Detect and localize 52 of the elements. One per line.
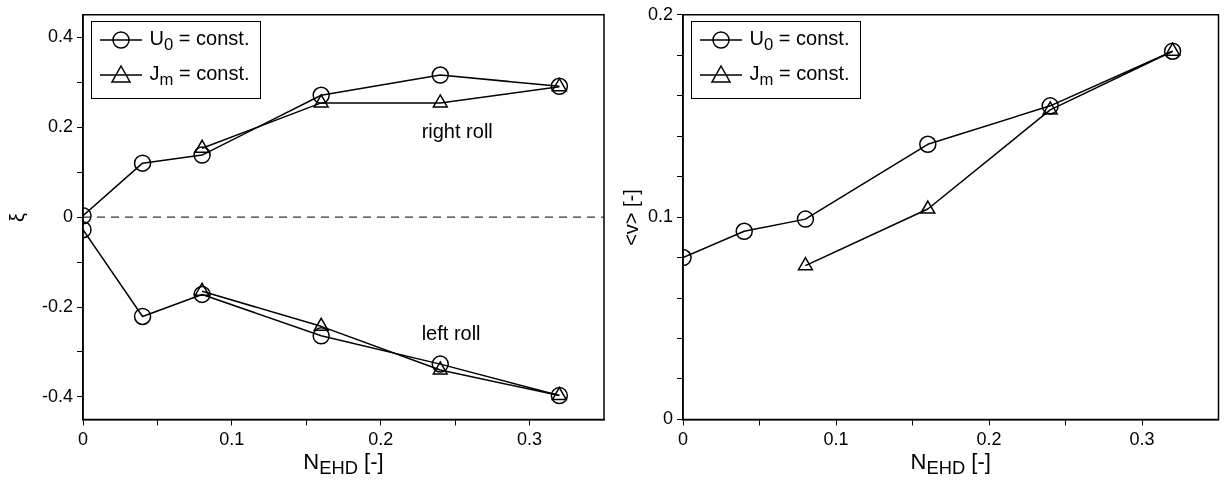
- legend-label: J$_{m}$ = const.: [149, 61, 250, 89]
- point: [313, 94, 329, 108]
- point: [431, 66, 450, 84]
- y-tick-label: 0.2: [647, 3, 674, 24]
- point: [312, 86, 330, 105]
- x-tick-label: 0.2: [976, 429, 1002, 450]
- y-tick-label: 0.1: [647, 206, 674, 227]
- point: [193, 285, 211, 304]
- y-tick-label: 0.2: [47, 116, 74, 137]
- y-tick-label: -0.2: [41, 295, 74, 316]
- x-tick-label: 0.3: [517, 429, 543, 450]
- point: [920, 200, 936, 214]
- x-tick-label: 0: [678, 429, 689, 450]
- y-tick-label: -0.4: [41, 385, 74, 406]
- x-tick-label: 0: [78, 429, 89, 450]
- legend-label: J$_{m}$ = const.: [749, 61, 850, 89]
- x-tick-label: 0.2: [368, 429, 394, 450]
- x-tick-label: 0.1: [219, 429, 245, 450]
- point: [194, 282, 210, 297]
- point: [313, 317, 329, 332]
- point: [133, 307, 152, 326]
- legend-label: U$_{0}$ = const.: [149, 26, 250, 54]
- x-axis-title: N$_{EHD}$ [-]: [302, 449, 385, 480]
- legend-label: U$_{0}$ = const.: [749, 26, 850, 54]
- point: [550, 386, 569, 405]
- point: [431, 355, 450, 373]
- point: [312, 327, 330, 345]
- point: [1041, 97, 1059, 115]
- y-tick-label: 0.4: [47, 26, 74, 47]
- point: [796, 210, 815, 228]
- point: [797, 256, 814, 271]
- y-axis-title: ξ: [5, 212, 29, 222]
- point: [194, 139, 210, 154]
- y-tick-label: 0: [63, 206, 74, 227]
- x-tick-label: 0.3: [1129, 429, 1155, 450]
- point: [551, 77, 568, 92]
- y-tick-label: 0: [663, 408, 674, 429]
- point: [193, 146, 211, 164]
- annotation: right roll: [421, 120, 493, 144]
- point: [432, 361, 448, 375]
- annotation: left roll: [421, 322, 481, 346]
- point: [735, 222, 753, 241]
- point: [919, 135, 937, 154]
- x-axis-title: N$_{EHD}$ [-]: [909, 449, 992, 480]
- point: [133, 154, 152, 172]
- x-tick-label: 0.1: [823, 429, 849, 450]
- y-axis-title: <v> [-]: [619, 188, 643, 246]
- point: [551, 386, 568, 401]
- point: [432, 94, 448, 108]
- point: [1042, 101, 1058, 115]
- point: [1163, 42, 1182, 60]
- point: [1164, 42, 1181, 56]
